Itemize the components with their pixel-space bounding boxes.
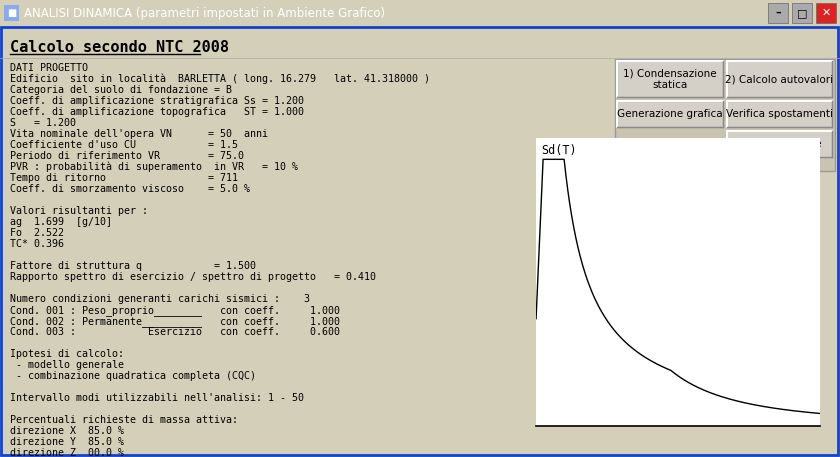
Text: –: – bbox=[775, 8, 781, 18]
Text: □: □ bbox=[797, 8, 807, 18]
Text: Cond. 003 :            Esercizio   con coeff.     0.600: Cond. 003 : Esercizio con coeff. 0.600 bbox=[10, 327, 340, 337]
FancyBboxPatch shape bbox=[816, 3, 836, 23]
Text: ag  1.699  [g/10]: ag 1.699 [g/10] bbox=[10, 217, 112, 227]
Text: Coefficiente d'uso CU            = 1.5: Coefficiente d'uso CU = 1.5 bbox=[10, 140, 238, 150]
Text: Vita nominale dell'opera VN      = 50  anni: Vita nominale dell'opera VN = 50 anni bbox=[10, 129, 268, 139]
Text: Rapporto spettro di esercizio / spettro di progetto   = 0.410: Rapporto spettro di esercizio / spettro … bbox=[10, 272, 376, 282]
FancyBboxPatch shape bbox=[617, 101, 723, 127]
FancyBboxPatch shape bbox=[615, 59, 835, 171]
Text: direzione X  85.0 %: direzione X 85.0 % bbox=[10, 426, 124, 436]
FancyBboxPatch shape bbox=[768, 3, 788, 23]
Text: 1) Condensazione
statica: 1) Condensazione statica bbox=[623, 68, 717, 90]
Text: direzione Y  85.0 %: direzione Y 85.0 % bbox=[10, 437, 124, 447]
Text: Valori risultanti per :: Valori risultanti per : bbox=[10, 206, 148, 216]
FancyBboxPatch shape bbox=[617, 61, 723, 97]
Text: Edificio  sito in località  BARLETTA ( long. 16.279   lat. 41.318000 ): Edificio sito in località BARLETTA ( lon… bbox=[10, 74, 430, 85]
FancyBboxPatch shape bbox=[727, 61, 832, 97]
Text: Ellisse rigidezze: Ellisse rigidezze bbox=[738, 139, 822, 149]
FancyBboxPatch shape bbox=[792, 3, 812, 23]
Text: Cond. 001 : Peso_proprio________   con coeff.     1.000: Cond. 001 : Peso_proprio________ con coe… bbox=[10, 305, 340, 316]
Text: Numero condizioni generanti carichi sismici :    3: Numero condizioni generanti carichi sism… bbox=[10, 294, 310, 304]
Text: Intervallo modi utilizzabili nell'analisi: 1 - 50: Intervallo modi utilizzabili nell'analis… bbox=[10, 393, 304, 403]
Text: Cond. 002 : Permanente__________   con coeff.     1.000: Cond. 002 : Permanente__________ con coe… bbox=[10, 316, 340, 327]
Text: ANALISI DINAMICA (parametri impostati in Ambiente Grafico): ANALISI DINAMICA (parametri impostati in… bbox=[24, 6, 385, 20]
Text: ■: ■ bbox=[7, 8, 16, 18]
FancyBboxPatch shape bbox=[727, 131, 832, 157]
Text: Percentuali richieste di massa attiva:: Percentuali richieste di massa attiva: bbox=[10, 415, 238, 425]
Text: - combinazione quadratica completa (CQC): - combinazione quadratica completa (CQC) bbox=[10, 371, 256, 381]
Text: Fo  2.522: Fo 2.522 bbox=[10, 228, 64, 238]
Text: Sd(T): Sd(T) bbox=[542, 144, 577, 157]
Text: Verifica spostamenti: Verifica spostamenti bbox=[726, 109, 833, 119]
Text: Categoria del suolo di fondazione = B: Categoria del suolo di fondazione = B bbox=[10, 85, 232, 95]
Text: PVR : probabilità di superamento  in VR   = 10 %: PVR : probabilità di superamento in VR =… bbox=[10, 162, 298, 172]
Text: direzione Z  00.0 %: direzione Z 00.0 % bbox=[10, 448, 124, 457]
Text: Coeff. di smorzamento viscoso    = 5.0 %: Coeff. di smorzamento viscoso = 5.0 % bbox=[10, 184, 250, 194]
Text: Generazione grafica: Generazione grafica bbox=[617, 109, 722, 119]
Text: Periodo di riferimento VR        = 75.0: Periodo di riferimento VR = 75.0 bbox=[10, 151, 244, 161]
Text: TC* 0.396: TC* 0.396 bbox=[10, 239, 64, 249]
Text: ✕: ✕ bbox=[822, 8, 831, 18]
Text: Fattore di struttura q            = 1.500: Fattore di struttura q = 1.500 bbox=[10, 261, 256, 271]
Text: Tempo di ritorno                 = 711: Tempo di ritorno = 711 bbox=[10, 173, 238, 183]
Text: Calcolo secondo NTC 2008: Calcolo secondo NTC 2008 bbox=[10, 40, 229, 55]
Text: 2) Calcolo autovalori: 2) Calcolo autovalori bbox=[726, 74, 833, 84]
Text: Coeff. di amplificazione stratigrafica Ss = 1.200: Coeff. di amplificazione stratigrafica S… bbox=[10, 96, 304, 106]
Text: DATI PROGETTO: DATI PROGETTO bbox=[10, 63, 88, 73]
Text: S   = 1.200: S = 1.200 bbox=[10, 118, 76, 128]
Text: - modello generale: - modello generale bbox=[10, 360, 124, 370]
Text: Coeff. di amplificazione topografica   ST = 1.000: Coeff. di amplificazione topografica ST … bbox=[10, 107, 304, 117]
FancyBboxPatch shape bbox=[727, 101, 832, 127]
FancyBboxPatch shape bbox=[4, 5, 19, 21]
Text: Ipotesi di calcolo:: Ipotesi di calcolo: bbox=[10, 349, 124, 359]
